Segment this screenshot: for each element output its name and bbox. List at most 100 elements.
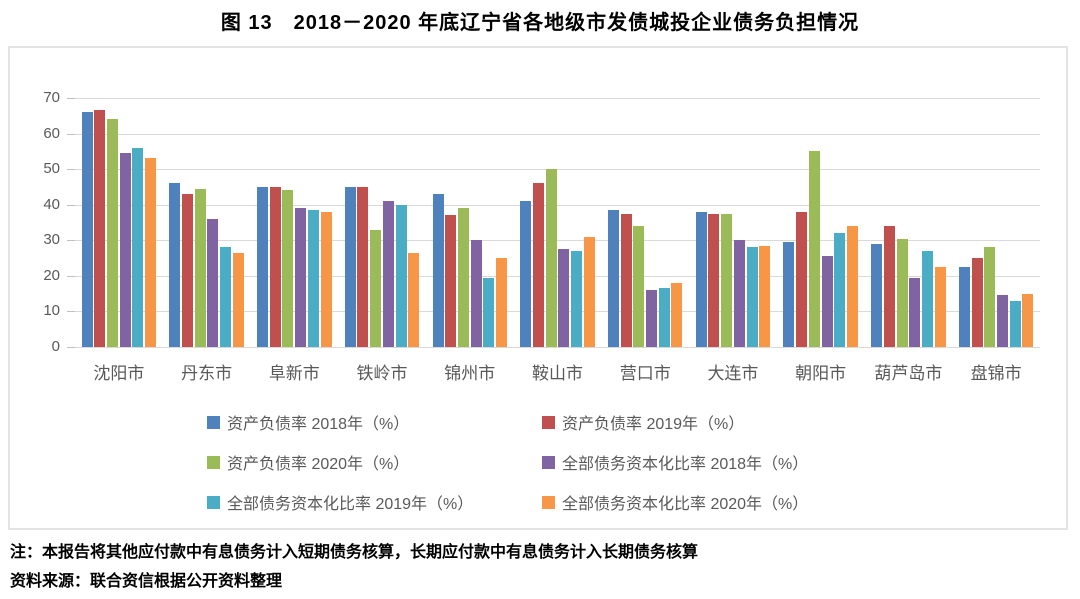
bar-盘锦市-series2 [984,247,996,347]
y-axis-tick [67,169,75,171]
y-axis-tick-label: 50 [43,160,60,178]
bar-鞍山市-series1 [532,183,544,347]
y-axis-tick [67,347,75,348]
x-axis-label: 阜新市 [268,364,320,383]
bar-丹东市-series1 [182,194,194,347]
chart-container: 0 10 20 30 40 50 60 70 沈阳市 丹东市 阜新市 铁岭市 锦州市 鞍山市 营口市 大连市 朝… [8,46,1068,530]
bar-朝阳市-series5 [846,226,858,347]
x-axis-label: 朝阳市 [795,364,847,383]
legend-item: 全部债务资本化比率 2019年（%） [207,492,474,513]
y-axis-tick-label: 30 [43,231,60,249]
bar-盘锦市-series1 [971,258,983,347]
legend-label: 全部债务资本化比率 2020年（%） [562,496,809,513]
methodology-note: 注：本报告将其他应付款中有息债务计入短期债务核算，长期应付款中有息债务计入长期债… [10,544,699,561]
bar-锦州市-series5 [496,258,508,347]
gridline [75,169,1040,171]
legend-label: 全部债务资本化比率 2019年（%） [227,496,474,513]
bar-营口市-series2 [633,226,645,347]
legend-swatch [207,455,220,469]
x-axis-label: 鞍山市 [531,364,583,383]
bar-营口市-series5 [671,282,683,347]
legend-swatch [542,455,555,469]
bar-鞍山市-series4 [571,250,583,347]
bar-大连市-series4 [746,247,758,347]
legend-item: 资产负债率 2020年（%） [207,452,410,473]
x-axis-label: 铁岭市 [356,364,408,383]
y-axis-tick-label: 60 [43,124,60,142]
bar-铁岭市-series2 [370,229,382,347]
bar-锦州市-series2 [457,208,469,347]
bar-沈阳市-series4 [132,147,144,347]
bar-丹东市-series4 [220,247,232,347]
y-axis-tick-label: 70 [43,89,60,106]
bar-大连市-series3 [733,240,745,347]
bar-朝阳市-series4 [834,233,846,347]
bar-阜新市-series4 [307,210,319,347]
bar-铁岭市-series4 [395,204,407,347]
bar-盘锦市-series3 [996,295,1008,347]
bar-盘锦市-series4 [1009,300,1021,347]
bar-葫芦岛市-series1 [883,226,895,347]
x-axis-label: 营口市 [619,364,671,383]
bar-朝阳市-series1 [796,211,808,347]
legend-label: 资产负债率 2019年（%） [562,416,745,433]
bar-朝阳市-series2 [808,151,820,347]
bar-大连市-series0 [695,211,707,347]
bar-营口市-series3 [646,290,658,347]
legend-item: 资产负债率 2018年（%） [207,412,410,433]
bar-鞍山市-series3 [558,249,570,347]
gridline [75,275,1040,277]
bar-鞍山市-series0 [520,201,532,347]
y-axis-tick [67,98,75,99]
bar-锦州市-series4 [483,277,495,347]
bar-沈阳市-series2 [107,119,118,347]
y-axis-tick [67,275,75,277]
x-axis-label: 大连市 [707,364,759,383]
legend-item: 全部债务资本化比率 2018年（%） [542,452,809,473]
bar-阜新市-series1 [269,186,281,347]
bar-鞍山市-series5 [583,236,595,347]
bar-大连市-series1 [708,213,720,347]
bar-葫芦岛市-series2 [896,238,908,347]
x-axis-label: 锦州市 [444,364,496,383]
bar-铁岭市-series0 [344,186,356,347]
bar-铁岭市-series5 [408,252,420,347]
bar-铁岭市-series1 [357,186,369,347]
gridline [75,347,1040,348]
source-note: 资料来源：联合资信根据公开资料整理 [10,573,283,590]
bar-阜新市-series2 [282,190,294,347]
gridline [75,204,1040,206]
bar-阜新市-series3 [295,208,307,347]
bar-葫芦岛市-series0 [871,243,883,347]
figure-title: 图 13 2018－2020 年底辽宁省各地级市发债城投企业债务负担情况 [220,12,860,34]
legend-label: 资产负债率 2018年（%） [227,416,410,433]
x-axis-label: 丹东市 [181,364,233,383]
gridline [75,98,1040,99]
legend-label: 全部债务资本化比率 2018年（%） [562,456,809,473]
bar-沈阳市-series0 [81,112,93,347]
legend-swatch [207,415,220,429]
y-axis-tick-label: 20 [43,266,60,284]
legend-label: 资产负债率 2020年（%） [227,456,410,473]
gridline [75,133,1040,135]
bar-铁岭市-series3 [382,201,394,347]
legend-swatch [207,495,220,509]
bar-阜新市-series0 [257,186,269,347]
bar-盘锦市-series5 [1022,293,1034,347]
y-axis-tick-label: 10 [43,302,60,320]
gridline [75,311,1040,313]
bar-大连市-series5 [759,245,771,347]
legend-item: 全部债务资本化比率 2020年（%） [542,492,809,513]
bar-阜新市-series5 [320,211,332,347]
legend-swatch [542,415,555,429]
bar-营口市-series0 [607,210,619,347]
chart-notes: 注：本报告将其他应付款中有息债务计入短期债务核算，长期应付款中有息债务计入长期债… [10,538,1070,596]
y-axis-tick-label: 40 [43,195,60,213]
x-axis-label: 盘锦市 [970,364,1022,383]
bar-葫芦岛市-series3 [909,277,921,347]
legend-swatch [542,495,555,509]
bar-沈阳市-series5 [145,158,157,347]
bar-丹东市-series3 [207,218,219,347]
bar-营口市-series4 [658,288,670,347]
